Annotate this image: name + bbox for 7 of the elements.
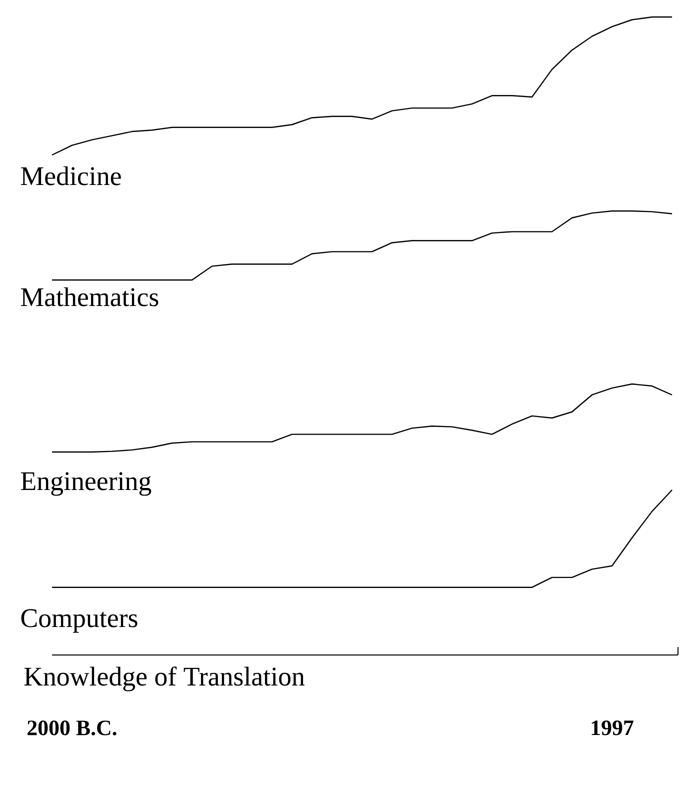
text: Computers (21, 609, 138, 633)
text: Medicine (20, 166, 121, 186)
text: Engineering (20, 472, 152, 496)
x-tick-label: 2000 B.C. (28, 720, 116, 736)
x-axis-title: Knowledge of Translation (24, 666, 305, 692)
text: Mathematics (20, 287, 158, 306)
x-tick-label: 1997 (592, 720, 634, 736)
